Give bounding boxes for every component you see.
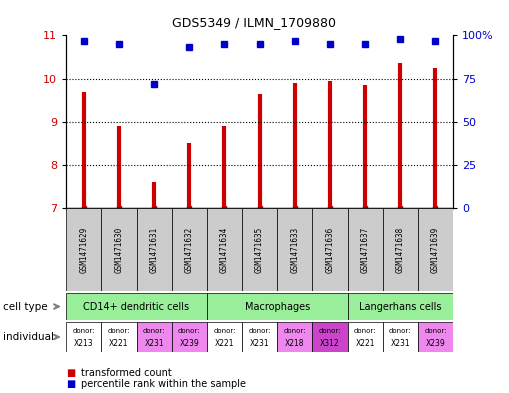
Text: ■: ■	[66, 367, 75, 378]
Text: donor:: donor:	[143, 327, 165, 334]
Bar	[277, 208, 313, 291]
Bar	[66, 293, 207, 320]
Text: X231: X231	[144, 339, 164, 348]
Bar	[242, 322, 277, 352]
Bar	[313, 322, 348, 352]
Text: GSM1471635: GSM1471635	[255, 226, 264, 273]
Text: percentile rank within the sample: percentile rank within the sample	[81, 379, 246, 389]
Bar	[172, 322, 207, 352]
Text: transformed count: transformed count	[81, 367, 172, 378]
Text: GSM1471633: GSM1471633	[290, 226, 299, 273]
Text: X221: X221	[215, 339, 234, 348]
Bar	[172, 208, 207, 291]
Text: X239: X239	[179, 339, 199, 348]
Text: GSM1471637: GSM1471637	[360, 226, 370, 273]
Text: donor:: donor:	[424, 327, 447, 334]
Text: GSM1471634: GSM1471634	[220, 226, 229, 273]
Text: donor:: donor:	[178, 327, 201, 334]
Text: ■: ■	[66, 379, 75, 389]
Bar	[418, 322, 453, 352]
Bar	[313, 208, 348, 291]
Text: X312: X312	[320, 339, 340, 348]
Bar	[348, 322, 383, 352]
Bar	[383, 208, 418, 291]
Text: donor:: donor:	[213, 327, 236, 334]
Text: individual: individual	[3, 332, 53, 342]
Bar	[66, 322, 101, 352]
Bar	[242, 208, 277, 291]
Text: GSM1471632: GSM1471632	[185, 226, 194, 273]
Text: GDS5349 / ILMN_1709880: GDS5349 / ILMN_1709880	[173, 16, 336, 29]
Text: donor:: donor:	[389, 327, 411, 334]
Bar	[136, 322, 172, 352]
Text: X218: X218	[285, 339, 304, 348]
Bar	[348, 208, 383, 291]
Text: donor:: donor:	[248, 327, 271, 334]
Bar	[207, 208, 242, 291]
Bar	[207, 293, 348, 320]
Text: donor:: donor:	[284, 327, 306, 334]
Text: GSM1471639: GSM1471639	[431, 226, 440, 273]
Bar	[101, 322, 136, 352]
Bar	[136, 208, 172, 291]
Text: Macrophages: Macrophages	[244, 301, 310, 312]
Text: X213: X213	[74, 339, 94, 348]
Bar	[348, 293, 453, 320]
Text: GSM1471630: GSM1471630	[115, 226, 123, 273]
Text: GSM1471631: GSM1471631	[150, 226, 159, 273]
Text: X221: X221	[109, 339, 129, 348]
Text: X231: X231	[390, 339, 410, 348]
Bar	[418, 208, 453, 291]
Bar	[207, 322, 242, 352]
Text: GSM1471638: GSM1471638	[396, 226, 405, 273]
Text: Langerhans cells: Langerhans cells	[359, 301, 441, 312]
Text: donor:: donor:	[319, 327, 341, 334]
Bar	[383, 322, 418, 352]
Text: X221: X221	[355, 339, 375, 348]
Text: CD14+ dendritic cells: CD14+ dendritic cells	[83, 301, 189, 312]
Bar	[66, 208, 101, 291]
Bar	[277, 322, 313, 352]
Text: donor:: donor:	[72, 327, 95, 334]
Text: GSM1471629: GSM1471629	[79, 226, 88, 273]
Text: donor:: donor:	[108, 327, 130, 334]
Text: X231: X231	[250, 339, 269, 348]
Text: donor:: donor:	[354, 327, 376, 334]
Text: cell type: cell type	[3, 301, 47, 312]
Text: GSM1471636: GSM1471636	[325, 226, 334, 273]
Text: X239: X239	[426, 339, 445, 348]
Bar	[101, 208, 136, 291]
